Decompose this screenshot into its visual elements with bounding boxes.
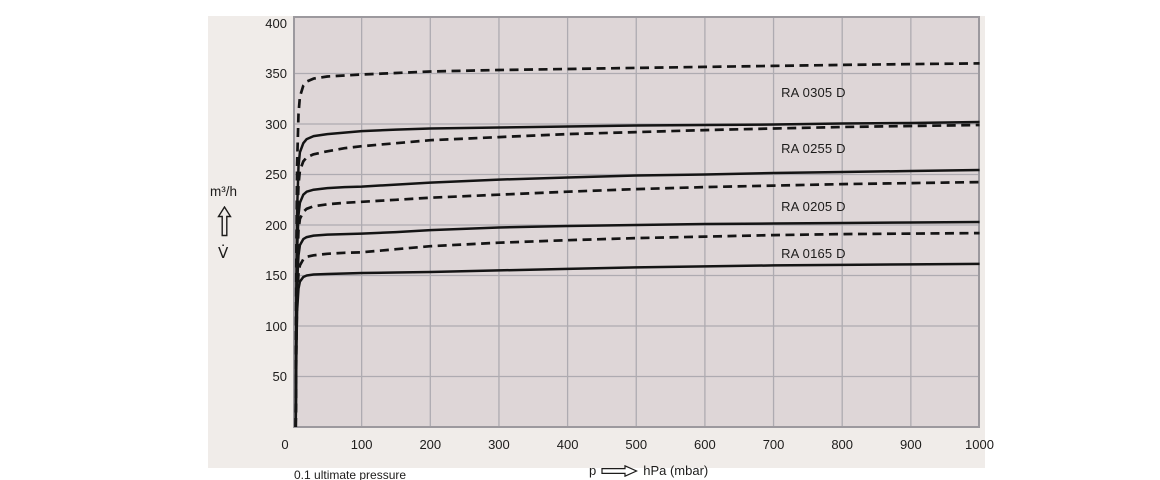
x-axis-caption: p hPa (mbar): [589, 463, 708, 478]
curve-label: RA 0255 D: [781, 141, 846, 157]
plot-area: [293, 16, 980, 428]
y-tick-label: 300: [265, 116, 287, 132]
x-tick-label: 600: [694, 437, 716, 452]
y-tick-label: 200: [265, 217, 287, 233]
y-tick-label: 50: [272, 369, 287, 384]
x-tick-label: 200: [419, 437, 442, 452]
x-tick-label: 800: [831, 437, 854, 452]
x-tick-label: 100: [350, 437, 373, 452]
y-tick-label: 250: [265, 167, 287, 182]
y-axis-unit: m³/h: [210, 184, 237, 199]
x-tick-label: 500: [625, 437, 648, 452]
x-tick-label: 900: [899, 437, 922, 452]
curve-label: RA 0165 D: [781, 246, 846, 262]
curve-label: RA 0305 D: [781, 84, 846, 100]
x-axis-symbol: p: [589, 463, 597, 478]
x-tick-label: 0: [281, 437, 289, 452]
right-arrow-icon: [601, 464, 639, 477]
y-tick-label: 150: [265, 268, 287, 283]
y-tick-label: 100: [265, 318, 287, 334]
x-tick-label: 300: [488, 437, 510, 452]
x-tick-label: 400: [556, 437, 579, 452]
curve-label: RA 0205 D: [781, 198, 846, 214]
up-arrow-icon: [217, 206, 232, 237]
ultimate-pressure-note: 0.1 ultimate pressure: [294, 468, 407, 480]
y-axis-caption: m³/h V̇: [208, 184, 248, 262]
chart-panel: m³/h V̇ 50 100 150 200 250 300 350 400 0 100 200 3…: [208, 15, 994, 480]
x-tick-label: 700: [762, 437, 785, 452]
y-tick-label: 350: [265, 66, 287, 81]
x-axis-unit: hPa (mbar): [643, 463, 709, 478]
y-axis-symbol: V̇: [218, 244, 229, 262]
x-tick-label: 1000: [965, 437, 994, 452]
y-tick-label: 400: [265, 15, 287, 31]
